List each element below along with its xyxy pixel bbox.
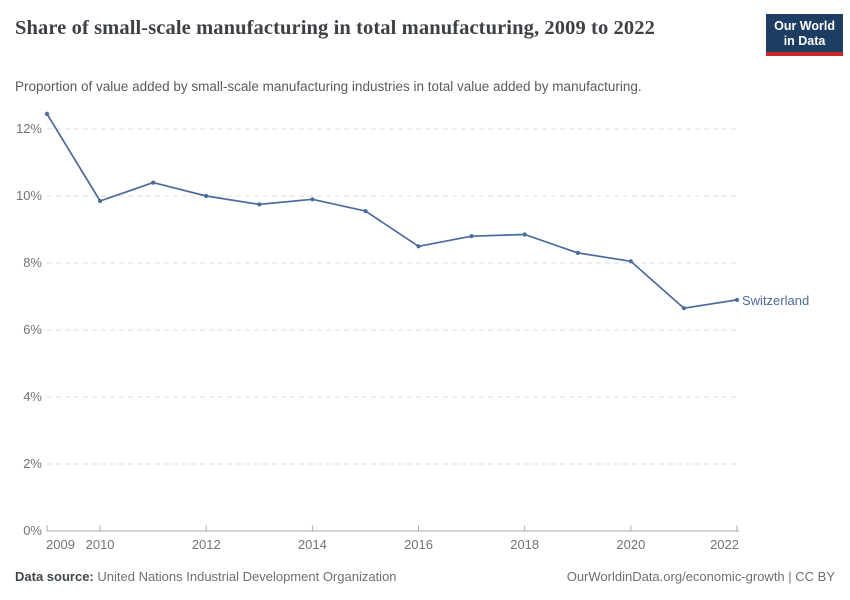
x-tick-label: 2016 — [404, 537, 433, 552]
data-source-value: United Nations Industrial Development Or… — [97, 569, 397, 584]
y-tick-label: 4% — [23, 389, 42, 404]
owid-logo[interactable]: Our World in Data — [766, 14, 843, 56]
data-point[interactable] — [44, 111, 50, 116]
x-tick-label: 2010 — [86, 537, 115, 552]
data-point[interactable] — [628, 259, 633, 264]
chart-title: Share of small-scale manufacturing in to… — [15, 17, 655, 39]
credit-link[interactable]: OurWorldinData.org/economic-growth | CC … — [566, 569, 835, 584]
y-tick-label: 2% — [23, 456, 42, 471]
data-point[interactable] — [257, 202, 262, 207]
y-tick-label: 10% — [16, 188, 42, 203]
data-point[interactable] — [363, 209, 368, 214]
data-point[interactable] — [681, 306, 687, 311]
data-point[interactable] — [151, 180, 156, 185]
series-end-label: Switzerland — [742, 293, 810, 308]
data-point[interactable] — [469, 234, 474, 239]
y-tick-label: 12% — [16, 121, 42, 136]
x-tick-label: 2018 — [510, 537, 539, 552]
chart-footer: Data source: United Nations Industrial D… — [15, 569, 835, 584]
data-line-switzerland[interactable] — [46, 113, 738, 310]
x-tick-label: 2022 — [710, 537, 739, 552]
logo-line-2: in Data — [783, 34, 826, 48]
chart-subtitle: Proportion of value added by small-scale… — [15, 79, 642, 94]
data-point[interactable] — [204, 193, 209, 199]
x-tick-label: 2012 — [192, 537, 221, 552]
data-point[interactable] — [98, 198, 103, 204]
data-source-label: Data source: — [15, 569, 94, 584]
data-point[interactable] — [522, 232, 527, 237]
logo-line-1: Our World — [774, 19, 835, 33]
y-tick-label: 0% — [23, 523, 42, 538]
data-point[interactable] — [734, 297, 740, 302]
data-point[interactable] — [416, 244, 421, 249]
x-tick-label: 2014 — [298, 537, 327, 552]
data-point[interactable] — [575, 250, 580, 255]
data-point[interactable] — [310, 197, 315, 202]
x-tick-label: 2020 — [616, 537, 645, 552]
y-tick-label: 8% — [23, 255, 42, 270]
x-tick-label: 2009 — [46, 537, 75, 552]
data-source: Data source: United Nations Industrial D… — [15, 569, 397, 584]
y-tick-label: 6% — [23, 322, 42, 337]
